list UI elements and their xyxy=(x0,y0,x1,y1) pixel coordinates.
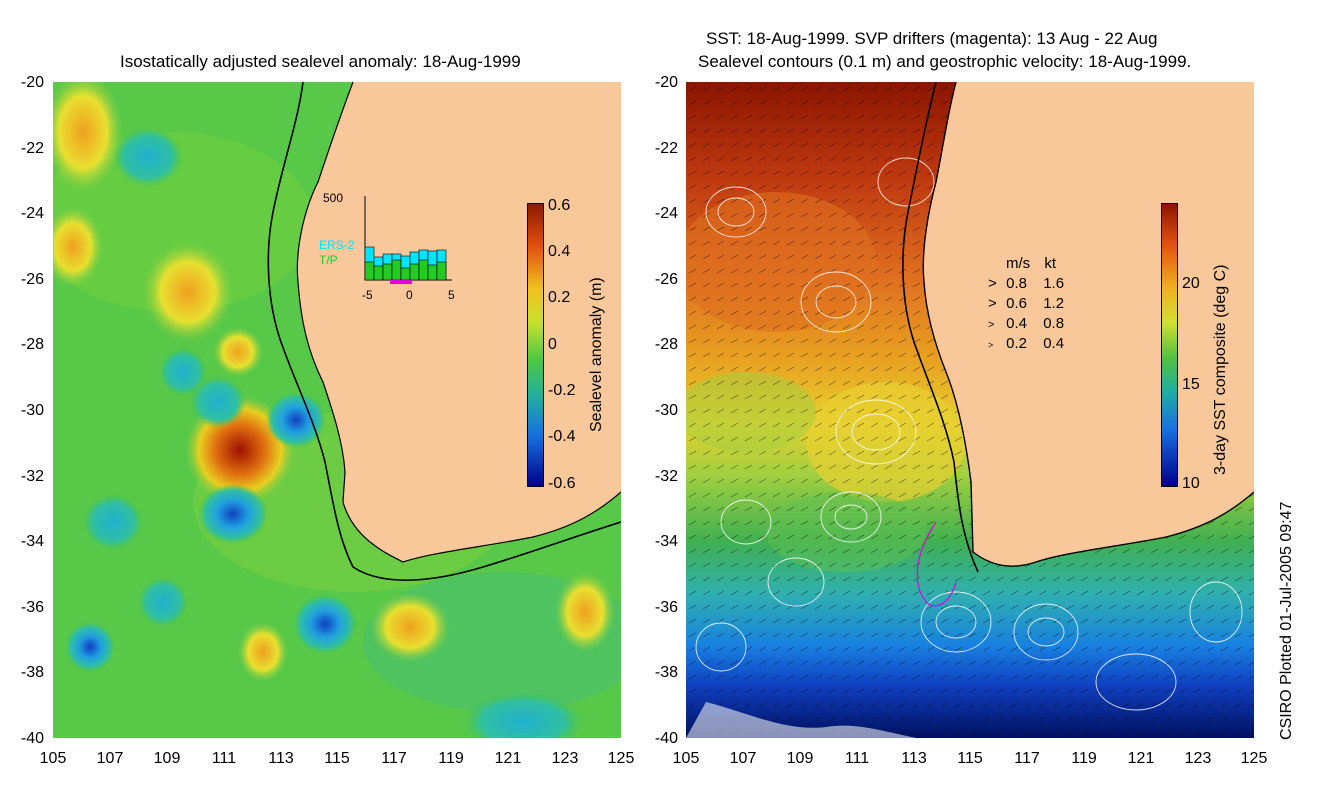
left-x-tick: 113 xyxy=(268,750,294,767)
left-y-tick: -34 xyxy=(20,533,44,550)
left-y-tick: -24 xyxy=(20,205,44,222)
left-x-tick: 123 xyxy=(551,750,579,767)
left-x-tick: 117 xyxy=(381,750,407,767)
left-x-tick: 115 xyxy=(324,750,350,767)
velocity-legend-header-kt: kt xyxy=(1044,255,1057,272)
right-x-tick: 119 xyxy=(1071,750,1097,767)
velocity-legend-ms: 0.4 xyxy=(1006,315,1028,332)
left-y-tick: -28 xyxy=(20,336,44,353)
sst-field xyxy=(686,82,1254,738)
left-x-tick: 121 xyxy=(494,750,522,767)
left-x-tick: 111 xyxy=(211,750,237,767)
left-y-tick: -36 xyxy=(20,599,44,616)
sst-colorbar-label: 3-day SST composite (deg C) xyxy=(1212,264,1229,475)
sealevel-cb-tick: -0.6 xyxy=(548,475,576,492)
inset-bar-group xyxy=(364,246,447,281)
velocity-legend-row: > 0.8 1.6 xyxy=(988,275,1064,292)
right-map-title-line2: Sealevel contours (0.1 m) and geostrophi… xyxy=(698,52,1192,71)
velocity-legend-kt: 1.2 xyxy=(1043,295,1065,312)
velocity-arrow-icon: > xyxy=(988,340,994,350)
right-y-tick: -22 xyxy=(654,140,678,157)
velocity-legend-row: > 0.2 0.4 xyxy=(988,335,1064,352)
left-y-tick: -26 xyxy=(20,271,44,288)
inset-x-tick: 0 xyxy=(406,288,413,302)
right-x-tick: 121 xyxy=(1127,750,1155,767)
right-y-tick: -40 xyxy=(654,730,678,747)
plot-credit: CSIRO Plotted 01-Jul-2005 09:47 xyxy=(1278,501,1295,740)
velocity-arrow-icon: > xyxy=(988,319,995,331)
left-y-tick: -32 xyxy=(20,468,44,485)
left-x-tick: 119 xyxy=(438,750,464,767)
right-y-tick: -34 xyxy=(654,533,678,550)
sealevel-cb-tick: 0.6 xyxy=(548,197,571,214)
sealevel-anomaly-field xyxy=(53,82,621,738)
sealevel-cb-tick: -0.4 xyxy=(548,428,576,445)
velocity-legend-header: m/s kt xyxy=(1006,255,1056,272)
velocity-legend-ms: 0.8 xyxy=(1006,275,1028,292)
inset-ers2-label: ERS-2 xyxy=(319,238,355,252)
right-x-tick: 113 xyxy=(901,750,927,767)
left-y-tick: -40 xyxy=(20,730,44,747)
right-y-tick: -32 xyxy=(654,468,678,485)
right-y-tick: -36 xyxy=(654,599,678,616)
left-y-tick: -30 xyxy=(20,402,44,419)
right-y-tick: -26 xyxy=(654,271,678,288)
right-x-tick: 115 xyxy=(957,750,983,767)
right-x-tick: 111 xyxy=(844,750,870,767)
right-map-title-line1: SST: 18-Aug-1999. SVP drifters (magenta)… xyxy=(706,29,1158,48)
inset-bars xyxy=(364,196,452,284)
left-x-tick: 105 xyxy=(39,750,67,767)
right-x-tick: 123 xyxy=(1184,750,1212,767)
velocity-legend-row: > 0.6 1.2 xyxy=(988,295,1064,312)
drifter-period-marker xyxy=(390,280,412,284)
right-y-tick: -20 xyxy=(654,74,678,91)
velocity-legend-ms: 0.6 xyxy=(1006,295,1028,312)
left-x-tick: 107 xyxy=(96,750,124,767)
inset-tp-label: T/P xyxy=(319,253,338,267)
sealevel-cb-tick: 0 xyxy=(548,336,557,353)
left-x-tick: 109 xyxy=(153,750,181,767)
sst-map xyxy=(686,82,1254,738)
left-y-tick: -38 xyxy=(20,664,44,681)
sst-colorbar xyxy=(1161,203,1178,487)
sst-cb-tick: 10 xyxy=(1182,475,1200,492)
right-x-tick: 109 xyxy=(786,750,814,767)
right-x-tick: 105 xyxy=(672,750,700,767)
svp-drifter-track xyxy=(916,521,957,607)
sealevel-anomaly-map xyxy=(53,82,621,738)
right-x-tick: 117 xyxy=(1014,750,1040,767)
sealevel-cb-tick: 0.4 xyxy=(548,243,571,260)
velocity-legend-ms: 0.2 xyxy=(1006,335,1028,352)
sealevel-contours xyxy=(695,157,1243,711)
sealevel-colorbar xyxy=(527,203,544,487)
inset-y-top-label: 500 xyxy=(323,191,344,205)
inset-x-tick: -5 xyxy=(362,288,373,302)
inset-x-tick: 5 xyxy=(448,288,455,302)
left-y-tick: -20 xyxy=(20,74,44,91)
velocity-legend-row: > 0.4 0.8 xyxy=(988,315,1064,332)
right-x-tick: 125 xyxy=(1240,750,1268,767)
sealevel-cb-tick: -0.2 xyxy=(548,382,576,399)
sealevel-colorbar-label: Sealevel anomaly (m) xyxy=(588,277,605,432)
velocity-arrow-icon: > xyxy=(988,295,997,312)
right-y-tick: -24 xyxy=(654,205,678,222)
left-x-tick: 125 xyxy=(607,750,635,767)
right-x-tick: 107 xyxy=(729,750,757,767)
right-y-tick: -28 xyxy=(654,336,678,353)
right-y-tick: -38 xyxy=(654,664,678,681)
sealevel-cb-tick: 0.2 xyxy=(548,289,571,306)
velocity-legend-kt: 1.6 xyxy=(1043,275,1065,292)
sst-cb-tick: 15 xyxy=(1182,376,1200,393)
velocity-legend-header-ms: m/s xyxy=(1006,255,1031,272)
left-y-tick: -22 xyxy=(20,140,44,157)
velocity-legend-kt: 0.8 xyxy=(1043,315,1065,332)
right-y-tick: -30 xyxy=(654,402,678,419)
velocity-legend-kt: 0.4 xyxy=(1043,335,1065,352)
sst-cb-tick: 20 xyxy=(1182,275,1200,292)
velocity-arrow-icon: > xyxy=(988,275,997,292)
left-map-title: Isostatically adjusted sealevel anomaly:… xyxy=(120,52,521,71)
